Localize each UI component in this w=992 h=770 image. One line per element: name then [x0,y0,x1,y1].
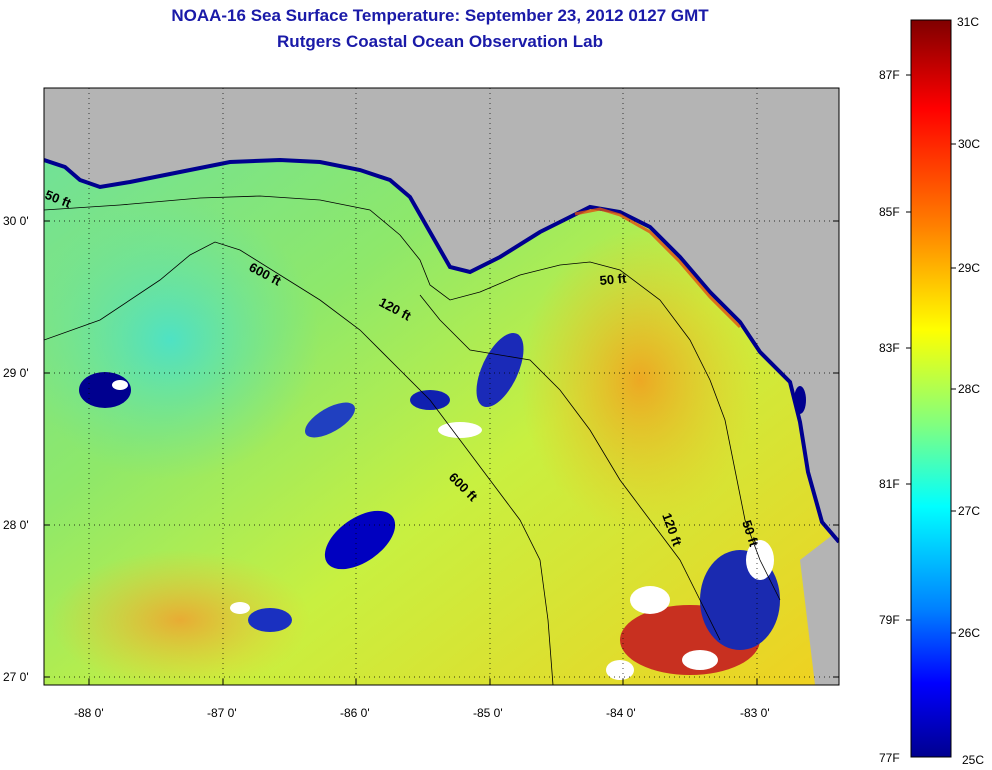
colorbar-label-celsius: 30C [958,137,980,151]
lon-tick-label: -86 0' [340,706,370,720]
map-frame [43,87,840,686]
lat-tick-label: 29 0' [3,366,29,380]
lon-tick-label: -85 0' [473,706,503,720]
colorbar-label-fahrenheit: 85F [879,205,900,219]
cloud-patches [79,332,806,680]
lat-tick-label: 28 0' [3,518,29,532]
colorbar-label-celsius: 27C [958,504,980,518]
colorbar-label-celsius: 29C [958,261,980,275]
colorbar-label-fahrenheit: 77F [879,751,900,765]
colorbar-label-fahrenheit: 81F [879,477,900,491]
colorbar-label-fahrenheit: 83F [879,341,900,355]
colorbar-label-fahrenheit: 79F [879,613,900,627]
chart-title: NOAA-16 Sea Surface Temperature: Septemb… [171,6,709,25]
colorbar-scale [910,19,952,758]
contour-label-50ft-bigbend: 50 ft [599,271,628,288]
chart-subtitle: Rutgers Coastal Ocean Observation Lab [277,32,603,51]
colorbar-label-celsius: 28C [958,382,980,396]
lon-tick-label: -83 0' [740,706,770,720]
lon-tick-label: -88 0' [74,706,104,720]
colorbar-label-fahrenheit: 87F [879,68,900,82]
land-mass [44,88,839,540]
colorbar-label-celsius: 31C [957,15,979,29]
lon-tick-label: -84 0' [606,706,636,720]
colorbar-label-celsius: 25C [962,753,984,767]
bathymetry-contours [44,195,781,685]
lat-tick-label: 27 0' [3,670,29,684]
lat-tick-label: 30 0' [3,214,29,228]
lon-tick-label: -87 0' [207,706,237,720]
colorbar-label-celsius: 26C [958,626,980,640]
